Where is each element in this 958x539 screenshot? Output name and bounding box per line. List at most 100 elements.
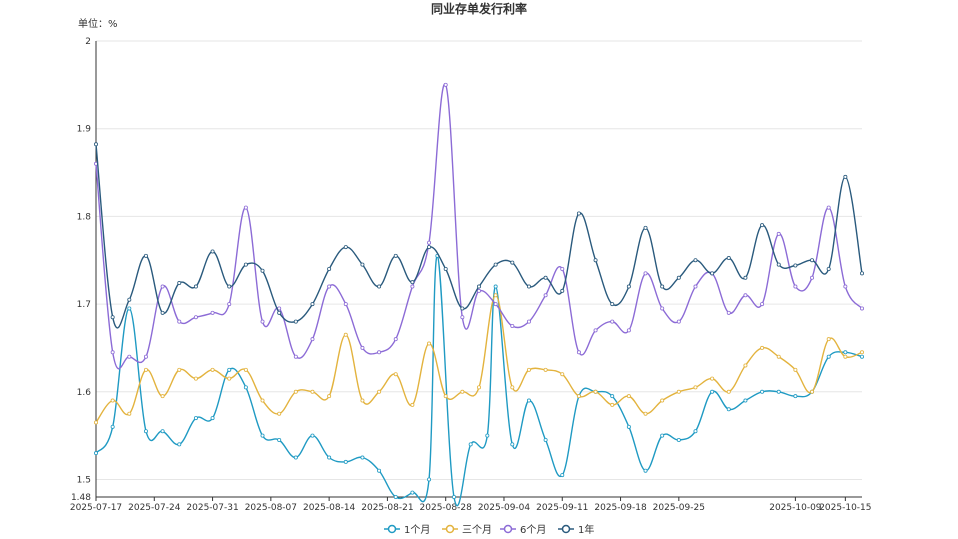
data-point: [543, 275, 548, 280]
x-tick-label: 2025-09-25: [653, 503, 705, 513]
data-point: [443, 394, 448, 399]
legend-item[interactable]: 三个月: [442, 524, 492, 536]
data-point: [210, 416, 215, 421]
data-point: [660, 433, 665, 438]
data-point: [826, 337, 831, 342]
data-point: [393, 494, 398, 499]
data-point: [493, 284, 498, 289]
data-point: [460, 306, 465, 311]
data-point: [177, 319, 182, 324]
data-point: [810, 258, 815, 263]
y-tick-label: 2: [85, 37, 91, 47]
data-point: [743, 275, 748, 280]
data-point: [493, 293, 498, 298]
data-point: [427, 240, 432, 245]
legend-item[interactable]: 1年: [558, 523, 594, 536]
data-point: [143, 429, 148, 434]
data-point: [227, 367, 232, 372]
data-point: [676, 437, 681, 442]
data-point: [826, 205, 831, 210]
data-point: [560, 473, 565, 478]
legend-marker: [445, 524, 455, 534]
data-point: [160, 394, 165, 399]
series-line: [95, 255, 863, 507]
data-point: [327, 455, 332, 460]
x-tick-label: 2025-08-07: [245, 503, 297, 513]
data-point: [643, 271, 648, 276]
data-point: [210, 249, 215, 254]
data-point: [127, 354, 132, 359]
data-point: [610, 402, 615, 407]
data-point: [693, 385, 698, 390]
data-point: [860, 271, 865, 276]
data-point: [726, 310, 731, 315]
data-point: [560, 288, 565, 293]
data-point: [510, 260, 515, 265]
legend-item[interactable]: 6个月: [500, 524, 546, 536]
series-1: [94, 293, 865, 425]
data-point: [393, 372, 398, 377]
data-point: [277, 411, 282, 416]
y-tick-label: 1.7: [77, 300, 91, 310]
data-point: [360, 262, 365, 267]
legend-item[interactable]: 1个月: [384, 524, 430, 536]
legend-marker: [387, 524, 397, 534]
data-point: [160, 429, 165, 434]
data-point: [526, 284, 531, 289]
data-point: [743, 293, 748, 298]
data-point: [343, 332, 348, 337]
data-point: [560, 372, 565, 377]
data-point: [593, 328, 598, 333]
data-point: [543, 437, 548, 442]
data-point: [193, 416, 198, 421]
x-tick-label: 2025-08-21: [361, 503, 413, 513]
data-point: [493, 302, 498, 307]
data-point: [810, 275, 815, 280]
data-point: [260, 433, 265, 438]
x-tick-label: 2025-08-14: [303, 503, 356, 513]
data-point: [277, 310, 282, 315]
data-point: [776, 354, 781, 359]
data-point: [443, 82, 448, 87]
legend-label: 三个月: [462, 524, 492, 536]
data-point: [427, 341, 432, 346]
data-point: [826, 354, 831, 359]
data-point: [443, 266, 448, 271]
data-point: [643, 225, 648, 230]
data-point: [310, 389, 315, 394]
series-line: [95, 294, 863, 423]
data-point: [143, 354, 148, 359]
data-point: [543, 367, 548, 372]
data-point: [377, 468, 382, 473]
data-point: [468, 442, 473, 447]
legend[interactable]: 1个月 三个月 6个月 1年: [384, 523, 594, 536]
data-point: [293, 455, 298, 460]
y-tick-label: 1.5: [77, 475, 91, 485]
data-point: [476, 385, 481, 390]
data-point: [177, 281, 182, 286]
data-point: [626, 284, 631, 289]
data-point: [377, 284, 382, 289]
x-tick-label: 2025-10-15: [819, 503, 871, 513]
data-point: [293, 319, 298, 324]
data-point: [485, 433, 490, 438]
x-tick-label: 2025-08-28: [420, 503, 473, 513]
data-point: [227, 284, 232, 289]
data-point: [327, 394, 332, 399]
data-point: [452, 494, 457, 499]
data-point: [227, 302, 232, 307]
data-point: [826, 266, 831, 271]
data-point: [210, 367, 215, 372]
data-point: [410, 284, 415, 289]
data-point: [726, 256, 731, 261]
data-point: [843, 350, 848, 355]
grid: [96, 40, 862, 480]
data-point: [743, 398, 748, 403]
series-2: [94, 82, 865, 370]
data-point: [143, 367, 148, 372]
x-tick-label: 2025-07-24: [128, 503, 181, 513]
data-point: [160, 284, 165, 289]
data-point: [260, 319, 265, 324]
data-point: [610, 319, 615, 324]
